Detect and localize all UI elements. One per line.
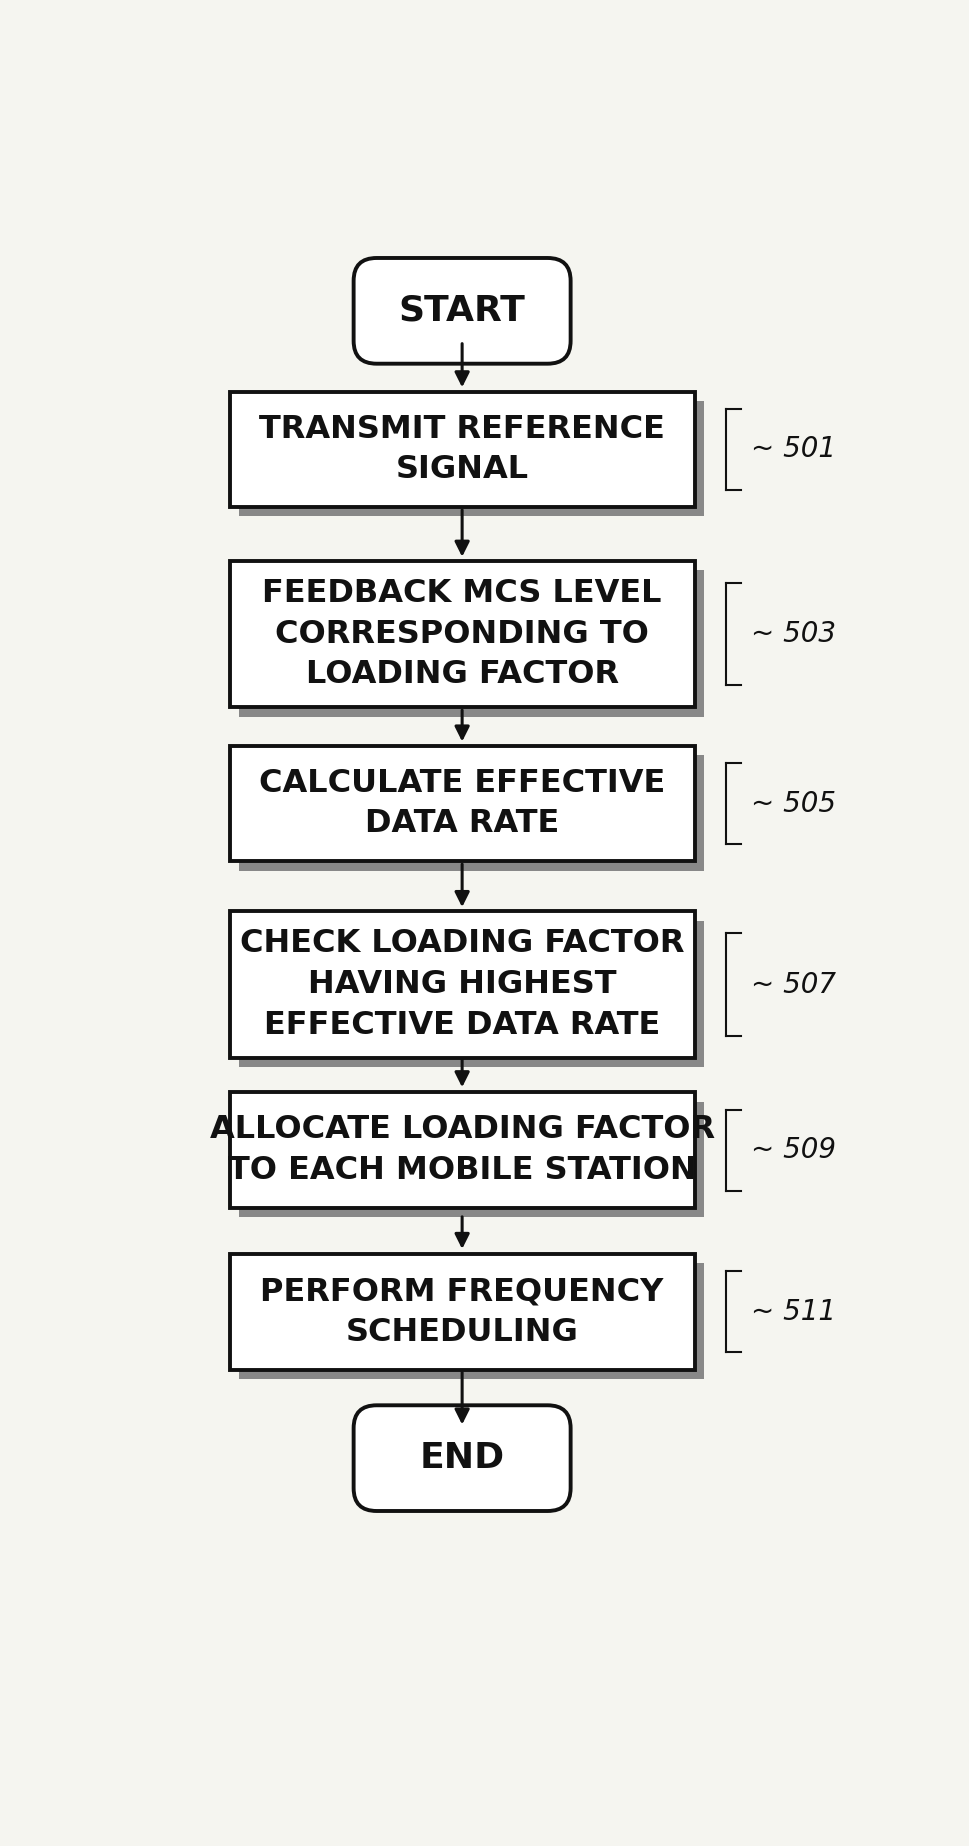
FancyBboxPatch shape	[354, 258, 571, 364]
Bar	[239, 570, 703, 716]
Text: TRANSMIT REFERENCE
SIGNAL: TRANSMIT REFERENCE SIGNAL	[259, 414, 665, 485]
Text: ~ 505: ~ 505	[751, 790, 836, 818]
Text: ALLOCATE LOADING FACTOR
TO EACH MOBILE STATION: ALLOCATE LOADING FACTOR TO EACH MOBILE S…	[209, 1115, 715, 1185]
Bar	[239, 1263, 703, 1379]
Text: ~ 509: ~ 509	[751, 1135, 836, 1165]
Bar	[230, 1253, 695, 1370]
Bar	[239, 1102, 703, 1217]
Text: ~ 503: ~ 503	[751, 620, 836, 648]
Bar	[230, 391, 695, 508]
Text: ~ 507: ~ 507	[751, 971, 836, 999]
Bar	[230, 561, 695, 707]
Bar	[239, 401, 703, 517]
Bar	[230, 912, 695, 1058]
Bar	[230, 746, 695, 862]
Bar	[239, 755, 703, 871]
Text: CALCULATE EFFECTIVE
DATA RATE: CALCULATE EFFECTIVE DATA RATE	[259, 768, 666, 840]
Text: ~ 511: ~ 511	[751, 1298, 836, 1325]
Text: END: END	[420, 1442, 505, 1475]
Text: CHECK LOADING FACTOR
HAVING HIGHEST
EFFECTIVE DATA RATE: CHECK LOADING FACTOR HAVING HIGHEST EFFE…	[240, 929, 684, 1041]
Bar	[239, 921, 703, 1067]
Bar	[230, 1093, 695, 1207]
Text: ~ 501: ~ 501	[751, 436, 836, 463]
FancyBboxPatch shape	[354, 1405, 571, 1512]
Text: FEEDBACK MCS LEVEL
CORRESPONDING TO
LOADING FACTOR: FEEDBACK MCS LEVEL CORRESPONDING TO LOAD…	[263, 578, 662, 690]
Text: PERFORM FREQUENCY
SCHEDULING: PERFORM FREQUENCY SCHEDULING	[261, 1276, 664, 1348]
Text: START: START	[398, 294, 525, 329]
